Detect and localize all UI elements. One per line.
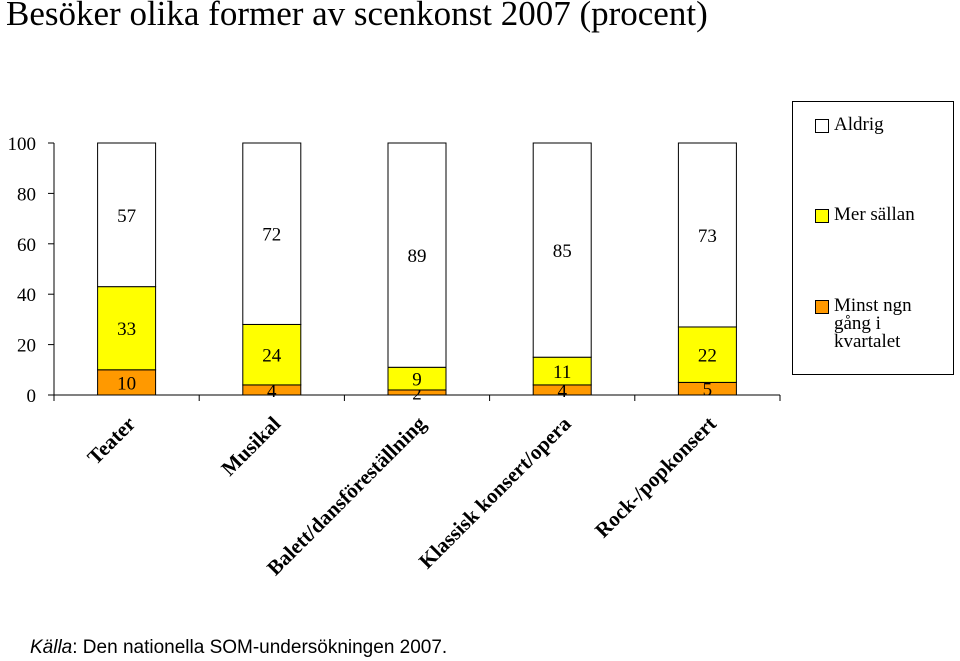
data-label: 33 (117, 319, 136, 340)
data-label: 72 (262, 225, 281, 246)
legend-item-mer-sallan: Mer sällan (815, 203, 939, 224)
legend-label-mer-sallan: Mer sällan (834, 204, 915, 225)
y-tick-label: 80 (17, 184, 36, 205)
data-label: 24 (262, 346, 282, 367)
data-label: 85 (553, 241, 572, 262)
bar-segment (97, 286, 157, 371)
data-label: 4 (267, 381, 277, 402)
y-tick-label: 0 (27, 386, 37, 407)
y-tick-label: 100 (8, 134, 37, 155)
data-label: 57 (117, 206, 136, 227)
chart-legend: Aldrig Mer sällan Minst ngn gång i kvart… (792, 101, 954, 375)
bar-segment (532, 356, 592, 386)
y-tick-label: 40 (17, 285, 36, 306)
category-label: Musikal (216, 411, 285, 480)
data-label: 22 (698, 346, 717, 367)
legend-item-aldrig: Aldrig (815, 113, 939, 134)
legend-label-minst-kvartalet: Minst ngn gång i kvartalet (834, 295, 912, 352)
bar-segment (97, 142, 157, 288)
bar-segment (532, 142, 592, 358)
data-label: 89 (408, 246, 427, 267)
category-label: Teater (82, 412, 140, 470)
category-label: Balett/dansföreställning (262, 411, 431, 580)
data-label: 2 (412, 383, 422, 404)
y-tick-label: 60 (17, 235, 36, 256)
data-label: 4 (557, 381, 567, 402)
data-label: 9 (412, 370, 422, 391)
category-label: Rock-/popkonsert (590, 412, 721, 543)
legend-swatch-minst-kvartalet (815, 300, 829, 314)
legend-label-aldrig: Aldrig (834, 114, 884, 135)
data-label: 5 (703, 380, 713, 401)
bar-segment (242, 142, 302, 325)
legend-item-minst-kvartalet: Minst ngn gång i kvartalet (815, 294, 939, 351)
bar-segment (387, 142, 447, 368)
bar-segment (677, 142, 737, 328)
data-label: 73 (698, 226, 717, 247)
category-label: Klassisk konsert/opera (414, 411, 576, 573)
y-tick-label: 20 (17, 336, 36, 357)
source-text: : Den nationella SOM-undersökningen 2007… (72, 637, 448, 658)
data-label: 10 (117, 373, 136, 394)
legend-swatch-mer-sallan (815, 209, 829, 223)
source-note: Källa: Den nationella SOM-undersökningen… (30, 637, 447, 659)
data-label: 11 (553, 362, 571, 383)
chart-title: Besöker olika former av scenkonst 2007 (… (6, 0, 708, 33)
source-label: Källa (30, 637, 73, 658)
legend-swatch-aldrig (815, 119, 829, 133)
bar-segment (242, 323, 302, 386)
